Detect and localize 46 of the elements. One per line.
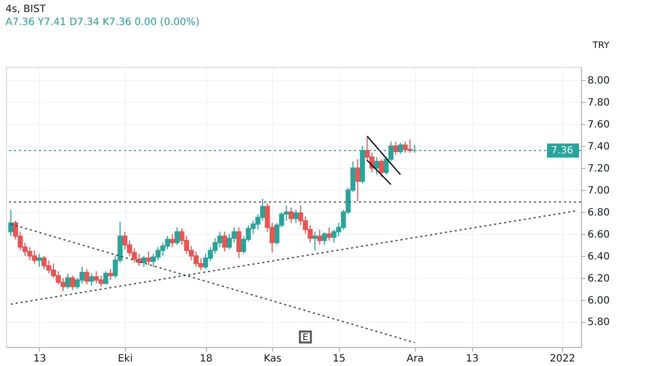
y-tick-label: 6.40 bbox=[588, 251, 610, 262]
candlestick bbox=[378, 158, 384, 178]
x-tick-label: 15 bbox=[332, 354, 346, 364]
y-tick-label: 6.80 bbox=[588, 207, 610, 218]
candlestick bbox=[103, 270, 108, 285]
candlestick bbox=[222, 231, 228, 252]
candlestick bbox=[89, 272, 94, 286]
candlestick bbox=[236, 226, 242, 259]
candlestick bbox=[141, 255, 146, 268]
ref-line-label: 7.36 bbox=[551, 145, 574, 156]
candlestick bbox=[317, 229, 322, 246]
candlestick bbox=[374, 156, 380, 176]
candlestick bbox=[174, 226, 180, 246]
y-tick-label: 6.20 bbox=[588, 273, 610, 284]
y-tick-label: 7.80 bbox=[588, 98, 610, 109]
y-tick-label: 6.60 bbox=[588, 229, 610, 240]
y-tick-label: 8.00 bbox=[588, 76, 610, 87]
y-tick-label: 6.00 bbox=[588, 295, 610, 306]
candlestick bbox=[84, 268, 90, 285]
candlestick bbox=[146, 250, 152, 266]
x-tick-label: Ara bbox=[406, 354, 424, 364]
candlestick bbox=[312, 231, 318, 251]
candlestick bbox=[70, 275, 76, 290]
y-tick-label: 7.40 bbox=[588, 142, 610, 153]
x-tick-label: 13 bbox=[466, 354, 479, 364]
chart-subtitle: A7.36 Y7.41 D7.34 K7.36 0.00 (0.00%) bbox=[6, 17, 200, 28]
text: TRY bbox=[592, 41, 610, 51]
candlestick bbox=[293, 209, 298, 224]
y-tick-label: 5.80 bbox=[588, 317, 610, 328]
candlestick bbox=[108, 268, 114, 281]
annotation: E bbox=[302, 333, 309, 343]
candlestick bbox=[288, 207, 294, 224]
y-tick-label: 7.20 bbox=[588, 164, 610, 175]
x-tick-label: Eki bbox=[118, 354, 133, 364]
x-tick-label: 13 bbox=[33, 354, 46, 364]
x-tick-label: Kas bbox=[264, 354, 282, 364]
x-tick-label: 2022 bbox=[550, 354, 576, 364]
candlestick bbox=[326, 226, 332, 241]
y-tick-label: 7.00 bbox=[588, 185, 610, 196]
chart-title: 4s, BIST bbox=[6, 4, 47, 15]
x-tick-label: 18 bbox=[200, 354, 212, 364]
y-tick-label: 7.60 bbox=[588, 120, 610, 131]
candlestick bbox=[393, 141, 398, 156]
candlestick bbox=[322, 231, 327, 246]
candlestick bbox=[36, 253, 42, 268]
candlestick bbox=[355, 158, 360, 202]
